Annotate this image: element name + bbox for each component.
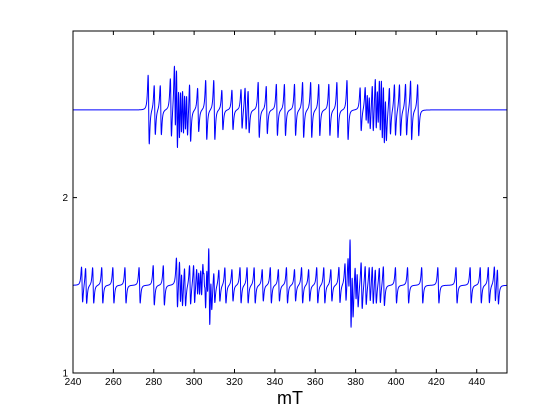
lower-spectrum-line <box>72 239 508 328</box>
x-axis-ticks: 240 260 280 300 320 340 360 380 400 420 440 <box>65 31 486 388</box>
x-tick-label: 380 <box>347 377 364 388</box>
x-tick-label: 240 <box>65 377 82 388</box>
x-tick-label: 340 <box>267 377 284 388</box>
y-axis-ticks: 12 <box>62 193 507 380</box>
x-tick-label: 360 <box>307 377 324 388</box>
spectrum-traces <box>72 65 508 328</box>
y-tick-label: 1 <box>62 369 68 380</box>
x-tick-label: 260 <box>105 377 122 388</box>
x-tick-label: 420 <box>428 377 445 388</box>
upper-spectrum-line <box>72 65 508 149</box>
plot-background <box>73 31 507 373</box>
x-tick-label: 320 <box>226 377 243 388</box>
plot-frame <box>72 30 508 374</box>
x-axis-label: mT <box>277 388 303 408</box>
x-tick-label: 280 <box>145 377 162 388</box>
x-tick-label: 440 <box>468 377 485 388</box>
y-tick-label: 2 <box>62 193 68 204</box>
x-tick-label: 400 <box>388 377 405 388</box>
x-tick-label: 300 <box>186 377 203 388</box>
